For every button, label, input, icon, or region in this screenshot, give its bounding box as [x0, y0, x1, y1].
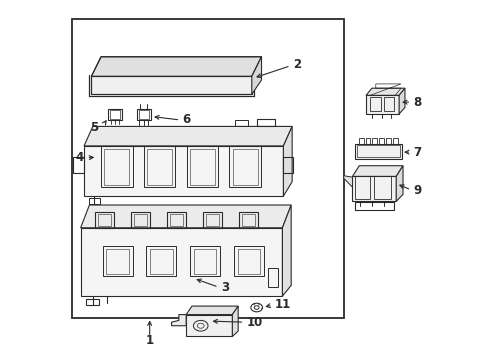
Bar	[358, 138, 363, 144]
Bar	[73, 157, 84, 173]
Bar	[146, 246, 176, 276]
Bar	[150, 249, 172, 274]
Bar	[234, 120, 248, 126]
Text: 3: 3	[221, 282, 229, 294]
Text: 10: 10	[246, 316, 263, 329]
Bar	[102, 246, 132, 276]
Bar	[354, 202, 393, 210]
Text: 6: 6	[182, 113, 190, 126]
Bar	[373, 176, 390, 199]
Bar	[232, 149, 257, 185]
Bar	[369, 97, 380, 111]
Bar	[186, 146, 218, 187]
Polygon shape	[84, 146, 283, 196]
Polygon shape	[186, 315, 232, 337]
Bar	[190, 246, 220, 276]
Bar	[203, 212, 221, 228]
Polygon shape	[352, 176, 395, 202]
Text: 7: 7	[413, 146, 421, 159]
Bar	[134, 214, 146, 226]
Bar	[194, 249, 216, 274]
Bar	[108, 109, 122, 120]
Bar	[138, 110, 149, 118]
Bar	[89, 198, 100, 204]
Bar	[98, 214, 111, 226]
Bar	[365, 138, 370, 144]
Bar	[242, 214, 254, 226]
Polygon shape	[91, 57, 261, 76]
Bar	[392, 138, 397, 144]
Text: 8: 8	[413, 96, 421, 109]
Bar	[267, 267, 277, 287]
Text: 1: 1	[145, 333, 153, 347]
Bar	[385, 138, 390, 144]
Polygon shape	[343, 176, 352, 187]
Polygon shape	[352, 166, 402, 176]
Polygon shape	[282, 205, 290, 296]
Bar	[355, 144, 401, 158]
Bar	[170, 214, 183, 226]
Bar	[106, 249, 128, 274]
Bar	[378, 138, 383, 144]
Polygon shape	[366, 95, 398, 114]
Bar	[143, 146, 175, 187]
Bar	[95, 212, 114, 228]
Polygon shape	[251, 57, 261, 94]
Polygon shape	[283, 126, 291, 196]
Bar	[283, 157, 292, 173]
Text: 11: 11	[274, 298, 290, 311]
Text: 9: 9	[413, 184, 421, 197]
Polygon shape	[395, 166, 402, 202]
Bar	[190, 149, 214, 185]
Bar	[383, 97, 393, 111]
Polygon shape	[84, 126, 291, 146]
Polygon shape	[366, 88, 404, 95]
Bar	[99, 154, 105, 160]
Bar	[355, 176, 369, 199]
Bar	[97, 153, 107, 161]
Bar	[85, 298, 99, 305]
Bar	[205, 214, 218, 226]
Polygon shape	[91, 76, 251, 94]
Polygon shape	[398, 88, 404, 114]
Polygon shape	[171, 315, 186, 326]
Polygon shape	[232, 306, 238, 337]
Text: 5: 5	[90, 121, 99, 134]
Bar	[147, 149, 172, 185]
Bar	[101, 146, 132, 187]
Text: 2: 2	[292, 58, 301, 72]
Bar	[256, 118, 275, 126]
Bar	[239, 212, 257, 228]
Bar	[237, 249, 260, 274]
Bar	[229, 146, 261, 187]
Polygon shape	[81, 228, 282, 296]
Polygon shape	[81, 205, 290, 228]
Bar	[233, 246, 264, 276]
Polygon shape	[186, 306, 238, 315]
Bar	[357, 145, 399, 157]
Bar	[110, 110, 120, 118]
Bar	[136, 109, 151, 120]
Bar	[72, 19, 344, 318]
Bar	[372, 138, 376, 144]
Bar	[104, 149, 129, 185]
Bar	[167, 212, 185, 228]
Bar	[131, 212, 149, 228]
Text: 4: 4	[76, 151, 84, 165]
